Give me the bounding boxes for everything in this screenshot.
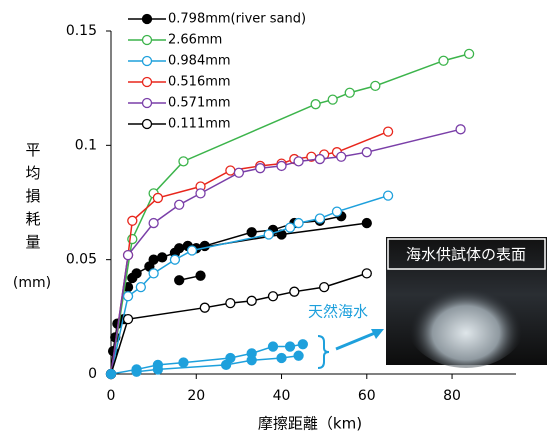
point <box>315 214 324 223</box>
point <box>465 49 474 58</box>
legend-label: 0.571mm <box>168 96 231 111</box>
legend-label: 0.798mm(river sand) <box>168 12 306 27</box>
x-axis-label: 摩擦距離（km) <box>258 415 362 433</box>
point <box>456 125 465 134</box>
legend-marker <box>143 99 152 108</box>
y-axis-unit: (mm) <box>13 275 51 291</box>
point <box>264 230 273 239</box>
point <box>294 219 303 228</box>
point <box>153 365 162 374</box>
point <box>136 283 145 292</box>
series-line <box>111 132 388 374</box>
point <box>362 148 371 157</box>
y-axis-label: 平均損耗量 <box>24 142 42 257</box>
point <box>196 189 205 198</box>
point <box>247 356 256 365</box>
legend-label: 0.516mm <box>168 75 231 90</box>
point <box>179 358 188 367</box>
x-tick-label: 20 <box>187 388 205 404</box>
point <box>286 342 295 351</box>
point <box>256 164 265 173</box>
point <box>149 255 158 264</box>
point <box>124 292 133 301</box>
point <box>226 299 235 308</box>
point <box>328 95 337 104</box>
point <box>371 81 380 90</box>
page: {"chart_data": {"type": "line", "xlabel"… <box>0 0 547 439</box>
series-line <box>111 216 367 374</box>
x-tick-label: 0 <box>107 388 116 404</box>
point <box>384 191 393 200</box>
point <box>247 296 256 305</box>
legend-marker <box>143 36 152 45</box>
point <box>107 370 116 379</box>
point <box>158 253 167 262</box>
point <box>175 244 184 253</box>
point <box>175 200 184 209</box>
point <box>132 269 141 278</box>
point <box>315 155 324 164</box>
point <box>311 100 320 109</box>
point <box>439 56 448 65</box>
legend-marker <box>143 120 152 129</box>
point <box>200 303 209 312</box>
point <box>124 251 133 260</box>
point <box>188 246 197 255</box>
point <box>337 152 346 161</box>
annotation: 天然海水 <box>308 303 368 321</box>
y-tick-label: 0 <box>88 366 97 382</box>
point <box>132 367 141 376</box>
legend-label: 0.111mm <box>168 117 231 132</box>
point <box>234 168 243 177</box>
point <box>277 353 286 362</box>
point <box>320 283 329 292</box>
point <box>362 269 371 278</box>
point <box>286 223 295 232</box>
brace <box>318 336 329 368</box>
y-tick-label: 0.15 <box>66 23 97 39</box>
legend-label: 0.984mm <box>168 54 231 69</box>
y-tick-label: 0.05 <box>66 252 97 268</box>
point <box>332 207 341 216</box>
point <box>124 315 133 324</box>
point <box>269 342 278 351</box>
point <box>277 161 286 170</box>
point <box>294 157 303 166</box>
point <box>247 228 256 237</box>
point <box>153 193 162 202</box>
inset-photo: 海水供試体の表面 <box>386 237 547 368</box>
chart: 海水供試体の表面 天然海水 平均損耗量 (mm) 摩擦距離（km) 0 0.05 0… <box>0 0 547 439</box>
point <box>362 219 371 228</box>
point <box>128 216 137 225</box>
point <box>294 351 303 360</box>
point <box>384 127 393 136</box>
image-caption: 海水供試体の表面 <box>406 246 526 264</box>
point <box>269 292 278 301</box>
point <box>226 166 235 175</box>
x-tick-label: 60 <box>358 388 376 404</box>
legend-marker <box>143 78 152 87</box>
point <box>175 276 184 285</box>
point <box>196 271 205 280</box>
x-tick-label: 80 <box>443 388 461 404</box>
legend-label: 2.66mm <box>168 33 222 48</box>
point <box>298 340 307 349</box>
point <box>170 255 179 264</box>
arrow <box>336 333 375 349</box>
point <box>222 360 231 369</box>
point <box>345 88 354 97</box>
point <box>290 287 299 296</box>
point <box>149 219 158 228</box>
x-tick-label: 40 <box>273 388 291 404</box>
point <box>149 269 158 278</box>
y-tick-label: 0.1 <box>75 137 97 153</box>
legend-marker <box>143 15 152 24</box>
point <box>179 157 188 166</box>
legend-marker <box>143 57 152 66</box>
